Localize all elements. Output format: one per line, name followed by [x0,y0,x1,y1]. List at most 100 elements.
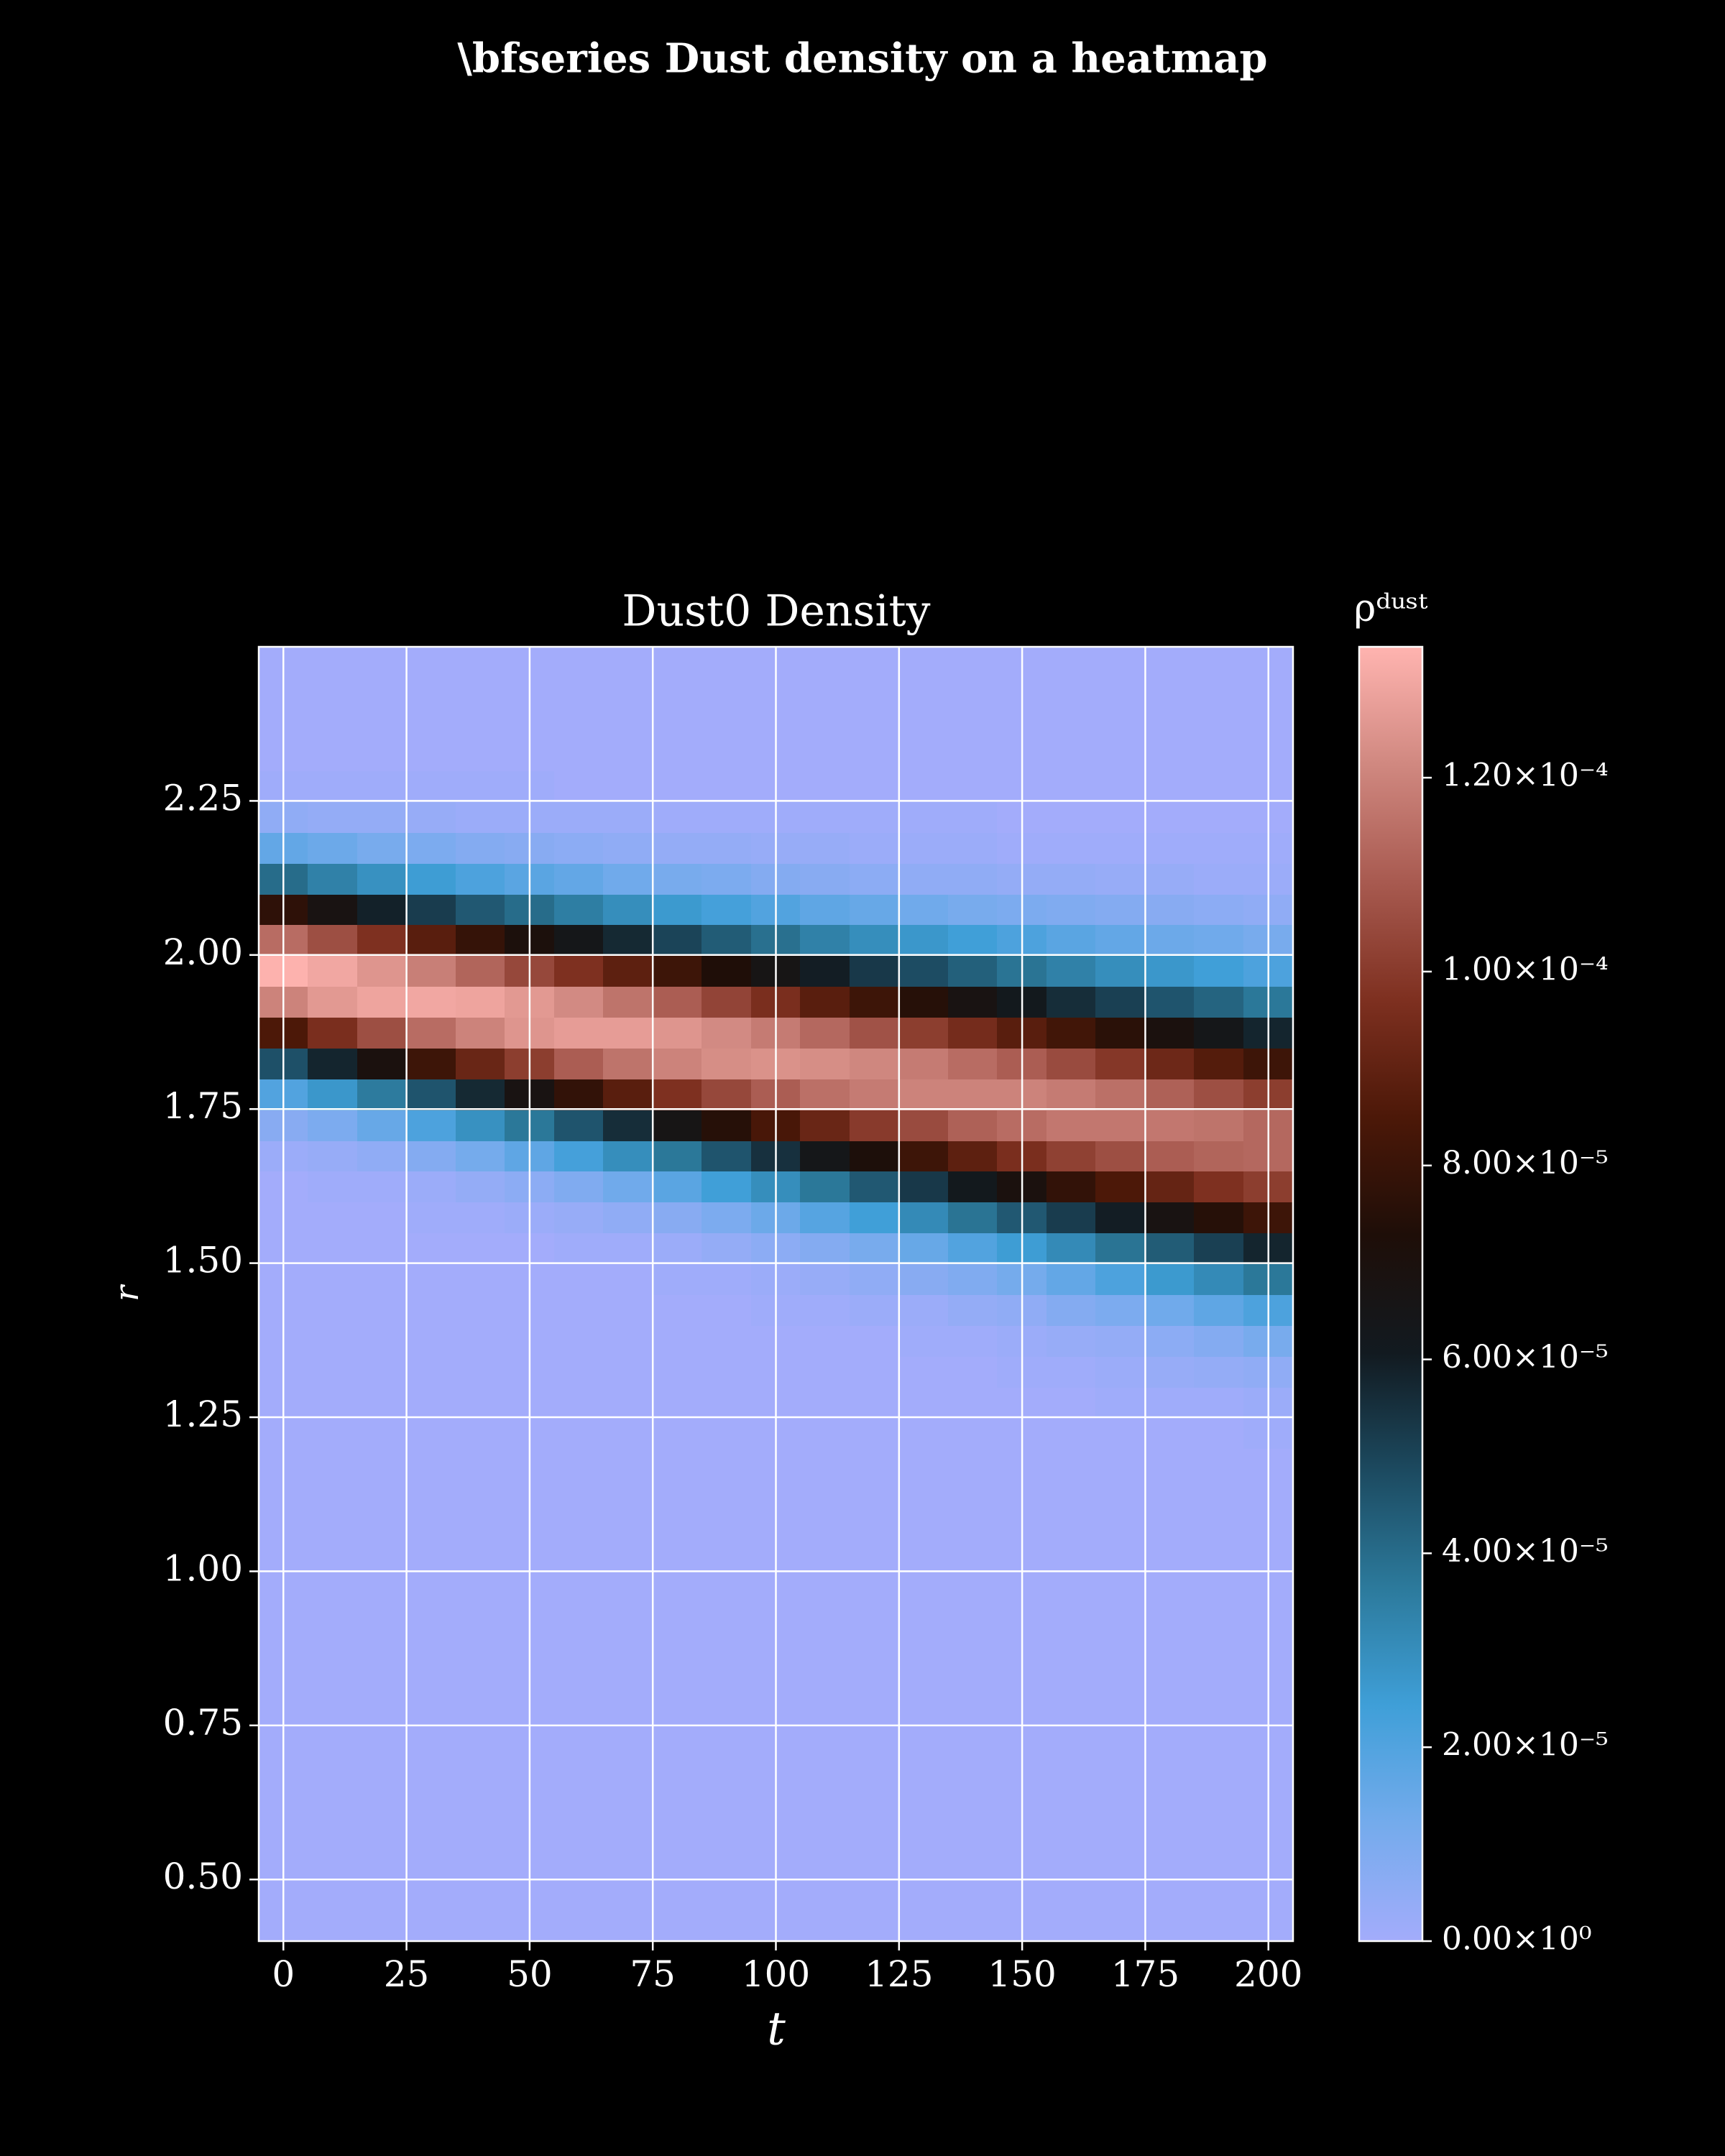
heat-cell [357,1232,408,1264]
y-tick-label: 1.25 [163,1393,243,1435]
heat-cell [702,1201,753,1233]
heat-cell [1046,1078,1097,1110]
heat-cell [653,770,703,802]
heat-cell [850,739,900,771]
heat-cell [603,1910,654,1941]
heat-cell [1194,1355,1245,1388]
heat-cell [1046,1386,1097,1419]
heat-cell [308,1664,359,1695]
heat-cell [800,739,851,771]
heat-cell [653,1140,703,1171]
heat-cell [1194,985,1245,1018]
heat-cell [554,1263,604,1295]
heat-cell [406,1109,457,1141]
heat-cell [1095,862,1146,895]
heat-cell [948,1047,998,1079]
heat-cell [357,1848,408,1881]
heat-cell [1095,1910,1146,1941]
heat-cell [1145,1140,1195,1171]
heat-cell [1095,923,1146,956]
heat-cell [456,1140,506,1171]
heat-cell [800,862,851,895]
heat-cell [898,1694,949,1726]
heat-cell [948,770,998,802]
heat-cell [603,1725,654,1757]
heat-cell [898,1417,949,1449]
heat-cell [1046,1047,1097,1079]
heat-cell [702,770,753,802]
heat-cell [554,1325,604,1357]
heat-cell [850,1047,900,1079]
heat-cell [898,1633,949,1665]
heat-cell [357,1478,408,1511]
heat-cell [308,1386,359,1419]
heat-cell [308,1633,359,1665]
heat-cell [456,1787,506,1819]
heat-cell [603,1447,654,1480]
heat-cell [653,954,703,987]
heat-cell [800,1602,851,1634]
heat-cell [898,1571,949,1603]
heat-cell [357,801,408,833]
heat-cell [702,1016,753,1049]
heat-cell [1095,1109,1146,1141]
heat-cell [850,1263,900,1295]
heat-cell [898,1879,949,1912]
heat-cell [357,1756,408,1788]
heat-cell [948,1294,998,1326]
heat-cell [554,1509,604,1542]
heat-cell [308,1602,359,1634]
heat-cell [603,1016,654,1049]
heat-cell [850,708,900,740]
heat-cell [800,1016,851,1049]
heat-cell [1046,1325,1097,1357]
heat-cell [1046,1571,1097,1603]
heat-cell [702,1787,753,1819]
heat-cell [1095,1478,1146,1511]
heat-cell [653,1633,703,1665]
heat-cell [357,1325,408,1357]
heat-cell [1095,1386,1146,1419]
heat-cell [850,1201,900,1233]
heat-cell [800,1540,851,1572]
heat-cell [850,1170,900,1202]
colorbar-tick-label: 6.00×10⁻⁵ [1442,1339,1609,1376]
heat-cell [948,1725,998,1757]
heat-cell [850,1602,900,1634]
heat-cell [948,893,998,925]
colorbar-tick-label: 1.20×10⁻⁴ [1442,757,1609,794]
heat-cell [1145,985,1195,1018]
heat-cell [456,923,506,956]
heat-cell [456,1232,506,1264]
heat-cell [406,739,457,771]
heat-cell [406,1694,457,1726]
heat-cell [308,1540,359,1572]
heat-cell [1194,1818,1245,1850]
heat-cell [1194,1879,1245,1912]
y-tick-label: 1.50 [163,1240,243,1281]
heat-cell [1145,1787,1195,1819]
heat-cell [1095,1447,1146,1480]
heat-cell [1046,1355,1097,1388]
heat-cell [603,954,654,987]
heat-cell [702,1694,753,1726]
heat-cell [948,923,998,956]
heat-cell [603,801,654,833]
heat-cell [850,954,900,987]
heat-cell [357,1109,408,1141]
heat-cell [357,1170,408,1202]
heat-cell [1095,1818,1146,1850]
heat-cell [1194,1509,1245,1542]
heat-cell [308,1509,359,1542]
heat-cell [1194,1787,1245,1819]
heat-cell [1095,1571,1146,1603]
heat-cell [357,1818,408,1850]
heat-cell [898,831,949,864]
heat-cell [456,1848,506,1881]
heat-cell [357,1078,408,1110]
heat-cell [702,647,753,678]
heat-cell [1145,1540,1195,1572]
heat-cell [1046,770,1097,802]
heat-cell [1095,1879,1146,1912]
heat-cell [800,1232,851,1264]
